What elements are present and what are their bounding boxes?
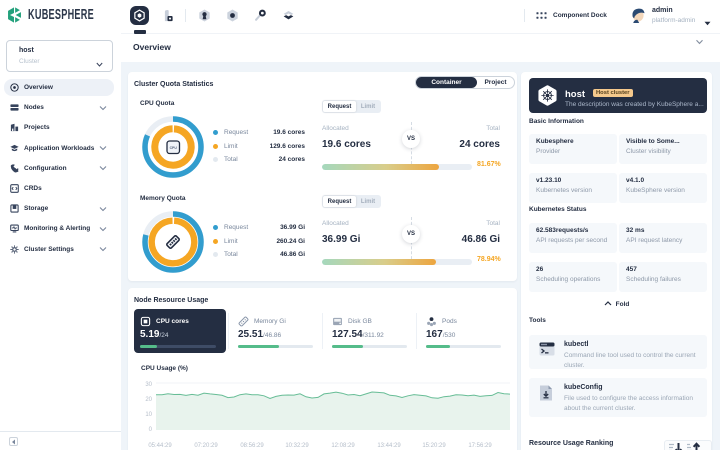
svg-text:15:20:29: 15:20:29: [422, 443, 446, 449]
svg-text:10:32:29: 10:32:29: [285, 443, 309, 449]
svg-text:05:44:29: 05:44:29: [148, 443, 172, 449]
svg-text:10: 10: [145, 412, 152, 418]
svg-text:17:56:29: 17:56:29: [468, 443, 492, 449]
svg-text:20: 20: [145, 397, 152, 403]
svg-text:08:56:29: 08:56:29: [240, 443, 264, 449]
svg-text:12:08:29: 12:08:29: [331, 443, 355, 449]
svg-text:13:44:29: 13:44:29: [377, 443, 401, 449]
svg-text:07:20:29: 07:20:29: [194, 443, 218, 449]
svg-text:0: 0: [149, 427, 153, 433]
svg-text:30: 30: [145, 382, 152, 388]
svg-text:CPU: CPU: [170, 146, 178, 150]
